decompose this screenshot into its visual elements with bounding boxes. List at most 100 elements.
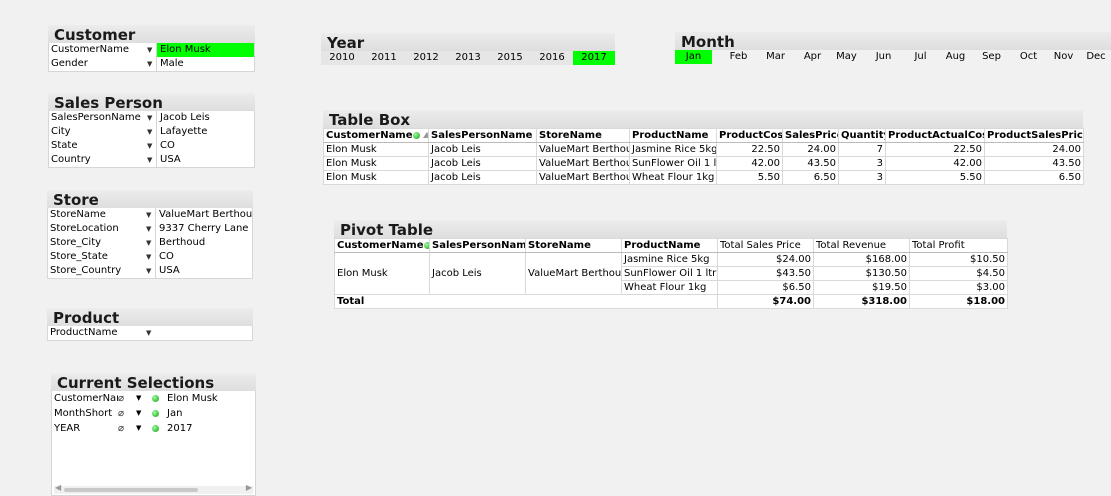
eraser-icon[interactable]: ⌀ bbox=[118, 408, 125, 419]
field-value[interactable]: Berthoud bbox=[155, 236, 252, 250]
field-value[interactable]: CO bbox=[155, 250, 252, 264]
column-header[interactable]: StoreName bbox=[536, 128, 630, 143]
table-cell[interactable]: 24.00 bbox=[984, 142, 1084, 157]
sort-ascending-icon[interactable] bbox=[423, 132, 428, 138]
month-item-selected[interactable]: Jan bbox=[675, 50, 712, 64]
dropdown-arrow-icon[interactable]: ▼ bbox=[136, 394, 142, 402]
pivot-cell-store[interactable]: ValueMart Berthoud bbox=[525, 252, 622, 295]
dropdown-arrow-icon[interactable]: ▼ bbox=[146, 239, 152, 247]
pivot-row[interactable]: SunFlower Oil 1 ltr $43.50 $130.50 $4.50 bbox=[335, 266, 1008, 281]
field-value-selected[interactable]: Elon Musk bbox=[156, 43, 254, 57]
eraser-icon[interactable]: ⌀ bbox=[118, 393, 125, 404]
month-item[interactable]: Mar bbox=[766, 51, 785, 62]
month-item[interactable]: Dec bbox=[1086, 51, 1106, 62]
table-cell[interactable]: 42.00 bbox=[885, 156, 985, 171]
dropdown-arrow-icon[interactable]: ▼ bbox=[146, 253, 152, 261]
pivot-cell-salesperson[interactable]: Jacob Leis bbox=[429, 252, 526, 295]
year-item[interactable]: 2012 bbox=[413, 52, 439, 63]
dropdown-arrow-icon[interactable]: ▼ bbox=[147, 60, 153, 68]
scroll-thumb[interactable] bbox=[64, 488, 198, 492]
sales-person-field[interactable]: Country ▼ USA bbox=[49, 153, 254, 167]
month-item[interactable]: Aug bbox=[945, 51, 966, 62]
table-cell[interactable]: 7 bbox=[838, 142, 886, 157]
table-cell[interactable]: SunFlower Oil 1 ltr bbox=[629, 156, 717, 171]
column-header[interactable]: Total Revenue bbox=[813, 238, 910, 253]
current-selection-row[interactable]: CustomerName ⌀ ▼ Elon Musk bbox=[52, 391, 255, 406]
store-field[interactable]: StoreLocation ▼ 9337 Cherry Lane bbox=[48, 222, 252, 236]
field-value[interactable]: Lafayette bbox=[156, 125, 254, 139]
field-value[interactable]: Jacob Leis bbox=[156, 111, 254, 125]
table-cell[interactable]: Wheat Flour 1kg bbox=[629, 170, 717, 185]
table-row[interactable]: Elon Musk Jacob Leis ValueMart Berthoud … bbox=[323, 156, 1084, 171]
year-item[interactable]: 2016 bbox=[539, 52, 565, 63]
column-header[interactable]: CustomerName bbox=[334, 238, 430, 253]
scroll-left-icon[interactable]: ◀ bbox=[55, 483, 62, 492]
horizontal-scrollbar[interactable]: ◀ ▶ bbox=[54, 483, 253, 494]
dropdown-arrow-icon[interactable]: ▼ bbox=[147, 156, 153, 164]
table-cell[interactable]: 5.50 bbox=[716, 170, 783, 185]
field-value[interactable]: ValueMart Berthoud bbox=[155, 208, 252, 222]
table-cell[interactable]: Jasmine Rice 5kg bbox=[629, 142, 717, 157]
column-header[interactable]: ProductCost bbox=[716, 128, 783, 143]
customer-field-customername[interactable]: CustomerName ▼ Elon Musk bbox=[49, 43, 254, 57]
dropdown-arrow-icon[interactable]: ▼ bbox=[136, 409, 142, 417]
store-field[interactable]: StoreName ▼ ValueMart Berthoud bbox=[48, 208, 252, 222]
month-item[interactable]: Jul bbox=[914, 51, 927, 62]
column-header[interactable]: SalesPersonName bbox=[429, 238, 526, 253]
year-item[interactable]: 2013 bbox=[455, 52, 481, 63]
sales-person-field[interactable]: City ▼ Lafayette bbox=[49, 125, 254, 139]
table-cell[interactable]: 22.50 bbox=[716, 142, 783, 157]
table-row[interactable]: Elon Musk Jacob Leis ValueMart Berthoud … bbox=[323, 142, 1084, 157]
column-header[interactable]: ProductName bbox=[621, 238, 718, 253]
year-item[interactable]: 2010 bbox=[329, 52, 355, 63]
table-cell[interactable]: 42.00 bbox=[716, 156, 783, 171]
eraser-icon[interactable]: ⌀ bbox=[118, 423, 125, 434]
dropdown-arrow-icon[interactable]: ▼ bbox=[147, 142, 153, 150]
table-cell[interactable]: ValueMart Berthoud bbox=[536, 170, 630, 185]
column-header[interactable]: ProductName bbox=[629, 128, 717, 143]
product-field[interactable]: ProductName ▼ bbox=[48, 326, 252, 340]
column-header[interactable]: Quantity bbox=[838, 128, 886, 143]
month-item[interactable]: Feb bbox=[729, 51, 748, 62]
customer-field-gender[interactable]: Gender ▼ Male bbox=[49, 57, 254, 71]
field-value[interactable]: 9337 Cherry Lane bbox=[155, 222, 252, 236]
table-cell[interactable]: 43.50 bbox=[984, 156, 1084, 171]
column-header[interactable]: SalesPersonName bbox=[428, 128, 537, 143]
dropdown-arrow-icon[interactable]: ▼ bbox=[136, 424, 142, 432]
year-item[interactable]: 2015 bbox=[497, 52, 523, 63]
table-cell[interactable]: ValueMart Berthoud bbox=[536, 142, 630, 157]
table-cell[interactable]: Elon Musk bbox=[323, 170, 429, 185]
field-value[interactable]: CO bbox=[156, 139, 254, 153]
pivot-cell-product[interactable]: Jasmine Rice 5kg bbox=[621, 252, 718, 267]
month-item[interactable]: Apr bbox=[803, 51, 822, 62]
pivot-cell-product[interactable]: Wheat Flour 1kg bbox=[621, 280, 718, 295]
column-header[interactable]: CustomerName bbox=[323, 128, 429, 143]
sales-person-field[interactable]: SalesPersonName ▼ Jacob Leis bbox=[49, 111, 254, 125]
table-cell[interactable]: 3 bbox=[838, 156, 886, 171]
table-cell[interactable]: Elon Musk bbox=[323, 142, 429, 157]
sales-person-field[interactable]: State ▼ CO bbox=[49, 139, 254, 153]
search-green-icon[interactable] bbox=[412, 131, 420, 139]
pivot-cell-customer[interactable]: Elon Musk bbox=[334, 252, 430, 295]
table-cell[interactable]: 43.50 bbox=[782, 156, 839, 171]
year-item-selected[interactable]: 2017 bbox=[573, 51, 615, 65]
table-cell[interactable]: Jacob Leis bbox=[428, 170, 537, 185]
pivot-row[interactable]: Elon Musk Jacob Leis ValueMart Berthoud … bbox=[334, 252, 1008, 295]
month-item[interactable]: Nov bbox=[1053, 51, 1074, 62]
store-field[interactable]: Store_City ▼ Berthoud bbox=[48, 236, 252, 250]
dropdown-arrow-icon[interactable]: ▼ bbox=[146, 267, 152, 275]
year-item[interactable]: 2011 bbox=[371, 52, 397, 63]
dropdown-arrow-icon[interactable]: ▼ bbox=[147, 128, 153, 136]
field-value[interactable]: USA bbox=[155, 264, 252, 278]
dropdown-arrow-icon[interactable]: ▼ bbox=[146, 225, 152, 233]
month-item[interactable]: Jun bbox=[875, 51, 892, 62]
table-cell[interactable]: 5.50 bbox=[885, 170, 985, 185]
month-item[interactable]: May bbox=[836, 51, 857, 62]
dropdown-arrow-icon[interactable]: ▼ bbox=[147, 46, 153, 54]
store-field[interactable]: Store_Country ▼ USA bbox=[48, 264, 252, 278]
table-cell[interactable]: 6.50 bbox=[782, 170, 839, 185]
dropdown-arrow-icon[interactable]: ▼ bbox=[146, 211, 152, 219]
table-cell[interactable]: 3 bbox=[838, 170, 886, 185]
table-row[interactable]: Elon Musk Jacob Leis ValueMart Berthoud … bbox=[323, 170, 1084, 185]
column-header[interactable]: ProductSalesPrice bbox=[984, 128, 1084, 143]
